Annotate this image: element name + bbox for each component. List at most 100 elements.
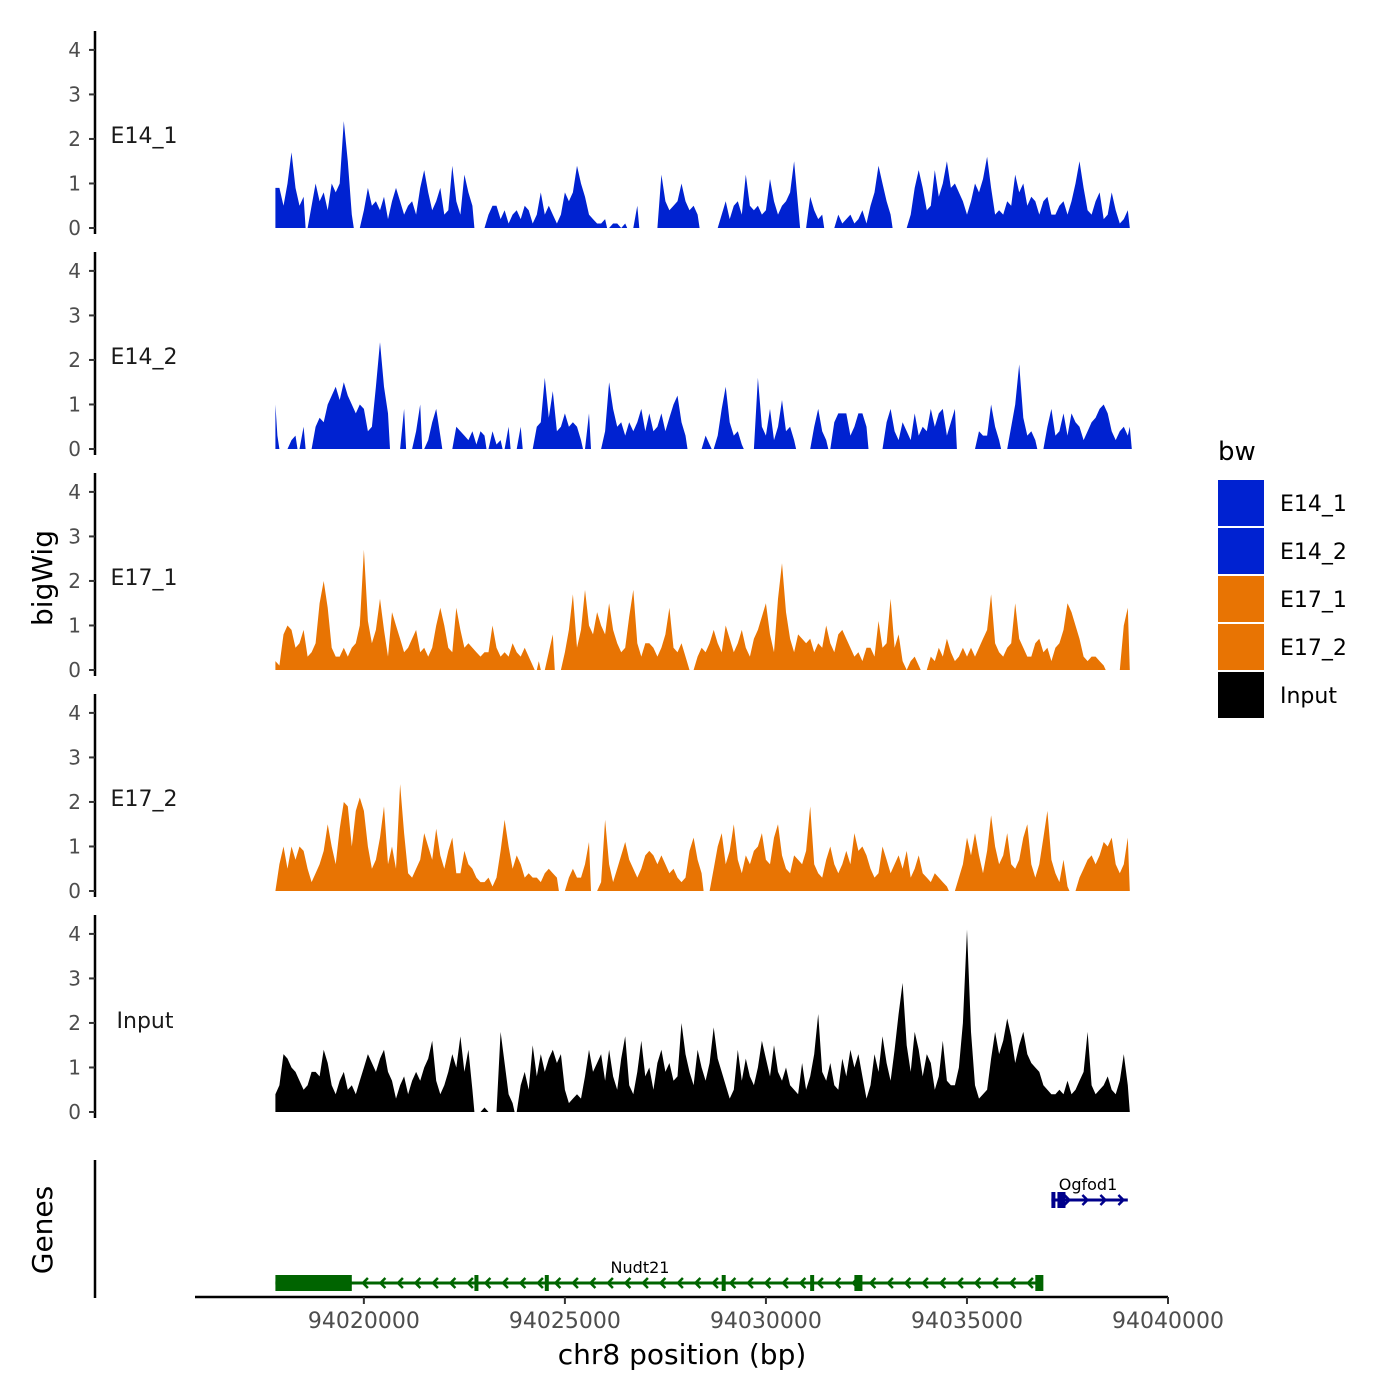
y-tick-label: 1 bbox=[68, 1055, 81, 1079]
gene-exon bbox=[474, 1275, 479, 1291]
legend-label: E14_2 bbox=[1280, 540, 1347, 565]
gene-exon bbox=[544, 1275, 549, 1291]
coverage-area-e14_2 bbox=[275, 342, 1132, 449]
y-tick-label: 1 bbox=[68, 613, 81, 637]
strand-arrow bbox=[413, 1277, 422, 1289]
gene-exon bbox=[1051, 1192, 1056, 1208]
gene-label: Nudt21 bbox=[611, 1258, 670, 1277]
strand-arrow bbox=[816, 1277, 824, 1289]
y-tick-label: 4 bbox=[68, 38, 81, 62]
x-tick-label: 94025000 bbox=[509, 1309, 621, 1334]
track-panel-e17_1: 0 1 2 3 4 E17_1 bbox=[68, 473, 1130, 682]
gene-nudt21: Nudt21 bbox=[275, 1258, 1044, 1291]
gene-ogfod1: Ogfod1 bbox=[1051, 1175, 1128, 1208]
x-axis-title: chr8 position (bp) bbox=[558, 1338, 807, 1371]
strand-arrow bbox=[431, 1277, 439, 1289]
strand-arrow bbox=[991, 1277, 999, 1289]
gene-exon bbox=[275, 1275, 352, 1291]
strand-arrow bbox=[518, 1277, 527, 1289]
y-tick-label: 4 bbox=[68, 701, 81, 725]
y-tick-label: 2 bbox=[68, 348, 81, 372]
legend-label: E17_1 bbox=[1280, 588, 1347, 613]
gene-exon bbox=[1057, 1192, 1066, 1208]
strand-arrow bbox=[658, 1277, 667, 1289]
strand-arrow bbox=[973, 1277, 982, 1289]
track-label: E14_1 bbox=[111, 124, 178, 149]
strand-arrow bbox=[588, 1277, 597, 1289]
strand-arrow bbox=[1063, 1194, 1072, 1206]
track-label: E17_1 bbox=[111, 566, 178, 591]
strand-arrow bbox=[571, 1277, 579, 1289]
track-panel-e17_2: 0 1 2 3 4 E17_2 bbox=[68, 694, 1130, 903]
x-tick-label: 94035000 bbox=[911, 1309, 1023, 1334]
y-tick-label: 2 bbox=[68, 790, 81, 814]
strand-arrow bbox=[956, 1277, 964, 1289]
strand-arrow bbox=[1026, 1277, 1034, 1289]
strand-arrow bbox=[903, 1277, 912, 1289]
strand-arrow bbox=[466, 1277, 474, 1289]
coverage-area-e14_1 bbox=[275, 121, 1130, 228]
track-label: E17_2 bbox=[111, 787, 178, 812]
strand-arrow bbox=[1008, 1277, 1017, 1289]
coverage-area-e17_1 bbox=[275, 549, 1130, 670]
legend-label: E17_2 bbox=[1280, 636, 1347, 661]
strand-arrow bbox=[781, 1277, 789, 1289]
strand-arrow bbox=[501, 1277, 509, 1289]
genes-track: Nudt21 Ogfod1 bbox=[93, 1160, 1128, 1298]
legend-swatch bbox=[1218, 672, 1264, 718]
gene-exon bbox=[1035, 1275, 1044, 1291]
strand-arrow bbox=[921, 1277, 929, 1289]
strand-arrow bbox=[938, 1277, 947, 1289]
strand-arrow bbox=[536, 1277, 544, 1289]
legend-title: bw bbox=[1218, 437, 1256, 467]
legend-item-input: Input bbox=[1218, 672, 1337, 718]
strand-arrow bbox=[361, 1277, 369, 1289]
strand-arrow bbox=[606, 1277, 614, 1289]
y-tick-label: 0 bbox=[68, 437, 81, 461]
legend-item-e17_1: E17_1 bbox=[1218, 576, 1347, 622]
strand-arrow bbox=[396, 1277, 404, 1289]
gene-exon bbox=[721, 1275, 726, 1291]
coverage-area-e17_2 bbox=[275, 784, 1130, 891]
y-tick-label: 3 bbox=[68, 524, 81, 548]
x-tick-label: 94030000 bbox=[710, 1309, 822, 1334]
legend-label: Input bbox=[1280, 684, 1337, 709]
strand-arrow bbox=[1117, 1194, 1126, 1206]
y-tick-label: 3 bbox=[68, 82, 81, 106]
strand-arrow bbox=[798, 1277, 807, 1289]
legend-item-e14_1: E14_1 bbox=[1218, 480, 1347, 526]
legend: bw E14_1 E14_2 E17_1 E17_2 Input bbox=[1218, 437, 1347, 718]
track-panel-input: 0 1 2 3 4 Input bbox=[68, 915, 1130, 1124]
strand-arrow bbox=[553, 1277, 562, 1289]
strand-arrow bbox=[886, 1277, 894, 1289]
strand-arrow bbox=[623, 1277, 632, 1289]
y-tick-label: 2 bbox=[68, 127, 81, 151]
y-tick-label: 0 bbox=[68, 879, 81, 903]
strand-arrow bbox=[763, 1277, 772, 1289]
legend-item-e14_2: E14_2 bbox=[1218, 528, 1347, 574]
y-axis-title: bigWig bbox=[26, 530, 59, 626]
gene-label: Ogfod1 bbox=[1059, 1175, 1118, 1194]
track-panel-e14_1: 0 1 2 3 4 E14_1 bbox=[68, 31, 1130, 240]
legend-swatch bbox=[1218, 624, 1264, 670]
y-tick-label: 1 bbox=[68, 171, 81, 195]
strand-arrow bbox=[641, 1277, 649, 1289]
y-tick-label: 0 bbox=[68, 658, 81, 682]
x-tick-label: 94020000 bbox=[308, 1309, 420, 1334]
genes-axis-title: Genes bbox=[26, 1186, 59, 1274]
strand-arrow bbox=[483, 1277, 492, 1289]
y-tick-label: 3 bbox=[68, 966, 81, 990]
bigwig-panels: 0 1 2 3 4 E14_1 0 1 2 3 4 E14_2 0 1 2 3 4 E17_1 0 1 2 3 4 E17_2… bbox=[68, 31, 1132, 1124]
track-label: Input bbox=[117, 1009, 174, 1034]
strand-arrow bbox=[833, 1277, 842, 1289]
coverage-area-input bbox=[275, 929, 1130, 1112]
legend-label: E14_1 bbox=[1280, 492, 1347, 517]
x-tick-label: 94040000 bbox=[1112, 1309, 1224, 1334]
y-tick-label: 2 bbox=[68, 569, 81, 593]
gene-exon bbox=[854, 1275, 863, 1291]
y-tick-label: 4 bbox=[68, 922, 81, 946]
y-tick-label: 2 bbox=[68, 1011, 81, 1035]
legend-swatch bbox=[1218, 528, 1264, 574]
strand-arrow bbox=[711, 1277, 719, 1289]
